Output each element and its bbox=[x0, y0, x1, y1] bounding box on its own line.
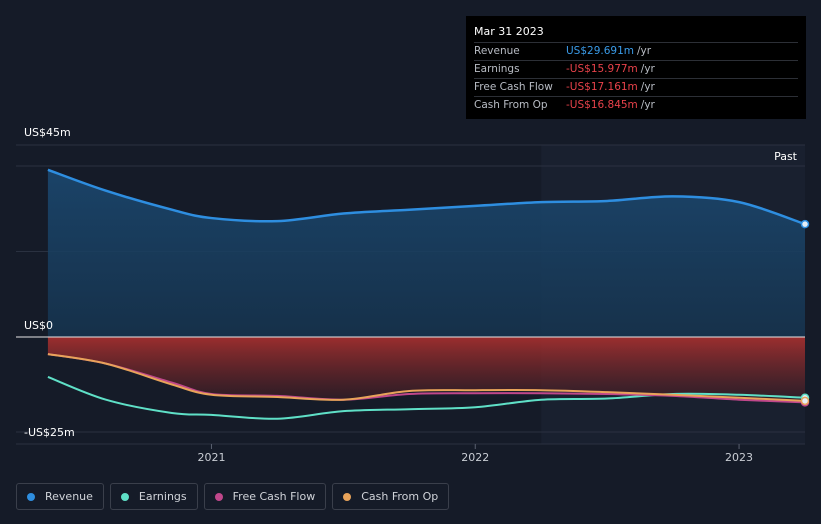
past-label: Past bbox=[774, 150, 798, 163]
x-tick-label: 2022 bbox=[461, 451, 489, 464]
series-end-dots bbox=[800, 219, 810, 407]
y-label-zero: US$0 bbox=[24, 319, 53, 332]
legend-dot-icon bbox=[120, 492, 129, 501]
x-axis: 2021 2022 2023 bbox=[197, 444, 753, 464]
series-lines bbox=[47, 168, 806, 420]
legend-item-cash-from-op[interactable]: Cash From Op bbox=[332, 483, 450, 510]
legend-item-earnings[interactable]: Earnings bbox=[109, 483, 198, 510]
tooltip-row-free-cash-flow: Free Cash Flow -US$17.161m /yr bbox=[474, 78, 798, 96]
legend-item-free-cash-flow[interactable]: Free Cash Flow bbox=[203, 483, 327, 510]
tooltip-value: -US$17.161m bbox=[566, 81, 638, 93]
tooltip-row-cash-from-op: Cash From Op -US$16.845m /yr bbox=[474, 96, 798, 114]
legend-dot-icon bbox=[27, 492, 35, 501]
tooltip-date: Mar 31 2023 bbox=[474, 25, 544, 38]
legend-label: Free Cash Flow bbox=[232, 490, 316, 503]
areas bbox=[47, 169, 805, 401]
end-dot-revenue bbox=[800, 219, 810, 229]
tooltip-row-revenue: Revenue US$29.691m /yr bbox=[474, 42, 798, 60]
tooltip-label: Earnings bbox=[474, 63, 520, 75]
x-tick-label: 2021 bbox=[197, 451, 225, 464]
legend-item-revenue[interactable]: Revenue bbox=[16, 483, 104, 510]
tooltip-label: Revenue bbox=[474, 45, 520, 57]
tooltip-row-earnings: Earnings -US$15.977m /yr bbox=[474, 60, 798, 78]
area-revenue bbox=[47, 169, 805, 337]
area-cash-from-op bbox=[47, 337, 805, 401]
legend-label: Earnings bbox=[138, 490, 187, 503]
tooltip-label: Free Cash Flow bbox=[474, 81, 553, 93]
line-free-cash-flow bbox=[47, 353, 806, 404]
y-label-bottom: -US$25m bbox=[24, 426, 75, 439]
legend-label: Cash From Op bbox=[361, 490, 439, 503]
tooltip-unit: /yr bbox=[637, 45, 652, 57]
line-revenue bbox=[47, 168, 806, 226]
tooltip-unit: /yr bbox=[640, 99, 655, 111]
tooltip-unit: /yr bbox=[640, 81, 655, 93]
tooltip-unit: /yr bbox=[640, 63, 655, 75]
tooltip: Mar 31 2023 Revenue US$29.691m /yr Earni… bbox=[466, 16, 806, 119]
tooltip-value: US$29.691m bbox=[566, 45, 634, 57]
tooltip-value: -US$16.845m bbox=[566, 99, 638, 111]
tooltip-label: Cash From Op bbox=[474, 99, 548, 111]
y-label-top: US$45m bbox=[24, 126, 71, 139]
tooltip-value: -US$15.977m bbox=[566, 63, 638, 75]
end-dot-cash-from-op bbox=[800, 396, 810, 406]
legend-dot-icon bbox=[343, 492, 352, 501]
x-tick-label: 2023 bbox=[725, 451, 753, 464]
legend-label: Revenue bbox=[45, 490, 93, 503]
legend-dot-icon bbox=[214, 492, 223, 501]
legend: Revenue Earnings Free Cash Flow Cash Fro… bbox=[16, 483, 450, 510]
line-cash-from-op bbox=[47, 353, 806, 402]
